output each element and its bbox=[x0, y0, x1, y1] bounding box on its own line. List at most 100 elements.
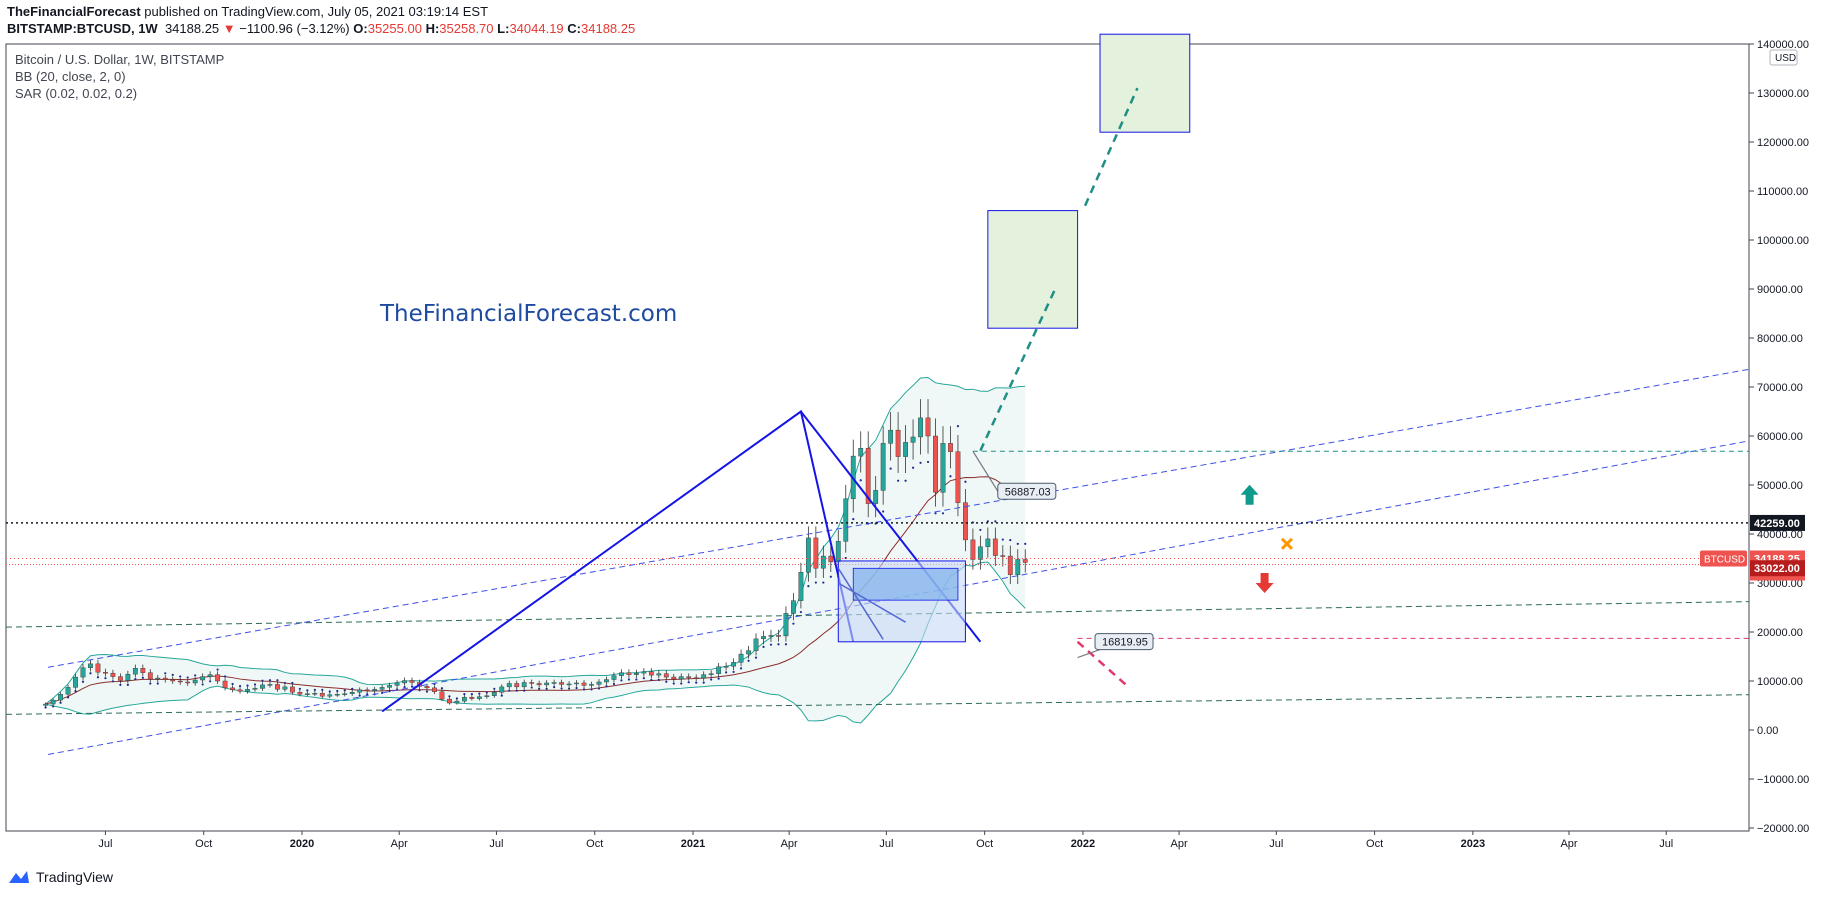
candle[interactable] bbox=[282, 684, 288, 692]
candle[interactable] bbox=[663, 670, 669, 681]
candle[interactable] bbox=[215, 671, 221, 684]
candle[interactable] bbox=[222, 678, 228, 691]
candle[interactable] bbox=[843, 484, 849, 553]
candle[interactable] bbox=[342, 691, 348, 697]
candle[interactable] bbox=[200, 673, 206, 684]
candle[interactable] bbox=[619, 669, 624, 679]
candle[interactable] bbox=[162, 674, 168, 683]
candle[interactable] bbox=[948, 426, 953, 469]
candle[interactable] bbox=[813, 526, 819, 579]
callout-16819[interactable]: 16819.95 bbox=[1077, 633, 1154, 659]
candle[interactable] bbox=[65, 684, 71, 697]
bullish-path-1[interactable] bbox=[979, 288, 1057, 452]
candle[interactable] bbox=[207, 671, 213, 680]
callout-56887[interactable]: 56887.03 bbox=[972, 450, 1057, 500]
tradingview-footer[interactable]: TradingView bbox=[7, 869, 113, 885]
candle[interactable] bbox=[110, 669, 116, 680]
candle[interactable] bbox=[432, 685, 437, 695]
candle[interactable] bbox=[678, 673, 684, 683]
candle[interactable] bbox=[805, 526, 811, 582]
candle[interactable] bbox=[327, 692, 333, 699]
candle[interactable] bbox=[454, 699, 460, 705]
candle[interactable] bbox=[402, 677, 407, 686]
candle[interactable] bbox=[319, 691, 325, 699]
candle[interactable] bbox=[491, 690, 497, 698]
candle[interactable] bbox=[776, 629, 781, 642]
candle[interactable] bbox=[357, 687, 363, 695]
candle[interactable] bbox=[1022, 549, 1028, 573]
candle[interactable] bbox=[80, 664, 86, 681]
candle[interactable] bbox=[985, 527, 991, 558]
cross-marker-icon[interactable] bbox=[1280, 537, 1294, 550]
candle[interactable] bbox=[708, 670, 714, 678]
candle[interactable] bbox=[529, 679, 535, 687]
candle[interactable] bbox=[858, 431, 864, 473]
candle[interactable] bbox=[379, 684, 385, 692]
candle[interactable] bbox=[551, 679, 557, 686]
candle[interactable] bbox=[753, 633, 759, 656]
candle[interactable] bbox=[566, 681, 572, 688]
candle[interactable] bbox=[514, 680, 520, 690]
candle[interactable] bbox=[910, 419, 916, 460]
candle[interactable] bbox=[476, 694, 482, 701]
candle[interactable] bbox=[596, 679, 602, 688]
candle[interactable] bbox=[918, 399, 923, 455]
candle[interactable] bbox=[656, 670, 662, 679]
candle[interactable] bbox=[132, 664, 138, 678]
candle[interactable] bbox=[604, 676, 609, 685]
candle[interactable] bbox=[312, 691, 318, 696]
candle[interactable] bbox=[671, 673, 677, 683]
candle[interactable] bbox=[140, 664, 146, 677]
horizontal-trend-line-2[interactable] bbox=[5, 694, 1750, 715]
candle[interactable] bbox=[723, 662, 729, 671]
bullish-path-2[interactable] bbox=[1083, 87, 1139, 207]
candle[interactable] bbox=[125, 670, 131, 684]
candle[interactable] bbox=[230, 685, 235, 693]
candle[interactable] bbox=[820, 545, 826, 579]
candle[interactable] bbox=[521, 679, 527, 690]
candle[interactable] bbox=[903, 425, 908, 473]
candle[interactable] bbox=[484, 693, 490, 699]
candle[interactable] bbox=[499, 684, 505, 695]
candle[interactable] bbox=[95, 659, 101, 676]
candle[interactable] bbox=[963, 488, 968, 552]
candle[interactable] bbox=[783, 606, 789, 642]
candle[interactable] bbox=[275, 681, 280, 692]
candle[interactable] bbox=[245, 686, 250, 694]
candle[interactable] bbox=[559, 679, 564, 688]
candle[interactable] bbox=[43, 702, 49, 707]
candle[interactable] bbox=[192, 677, 198, 686]
projection-arrow-2[interactable] bbox=[837, 582, 906, 623]
candle[interactable] bbox=[177, 678, 183, 685]
candle[interactable] bbox=[349, 690, 355, 696]
candle[interactable] bbox=[611, 672, 617, 683]
bb-indicator-label[interactable]: BB (20, close, 2, 0) bbox=[15, 69, 126, 84]
candle[interactable] bbox=[992, 527, 998, 567]
candle[interactable] bbox=[574, 680, 579, 687]
candle[interactable] bbox=[260, 682, 265, 691]
candle[interactable] bbox=[461, 695, 467, 703]
candle[interactable] bbox=[409, 677, 415, 686]
candle[interactable] bbox=[633, 669, 639, 678]
candle[interactable] bbox=[648, 668, 654, 679]
candle[interactable] bbox=[1015, 549, 1021, 584]
candle[interactable] bbox=[88, 659, 93, 672]
candle[interactable] bbox=[58, 692, 63, 702]
candle[interactable] bbox=[170, 676, 176, 684]
candle[interactable] bbox=[237, 687, 243, 694]
candle[interactable] bbox=[50, 698, 56, 706]
candle[interactable] bbox=[544, 680, 550, 688]
candle[interactable] bbox=[372, 686, 378, 694]
candle[interactable] bbox=[506, 680, 512, 690]
candle[interactable] bbox=[103, 668, 108, 677]
candle[interactable] bbox=[447, 697, 452, 705]
candle[interactable] bbox=[439, 689, 445, 701]
price-axis[interactable]: 140000.00 130000.00 120000.00 110000.00 1000… bbox=[1748, 39, 1809, 835]
candle[interactable] bbox=[798, 562, 804, 609]
candle[interactable] bbox=[791, 592, 796, 621]
candle[interactable] bbox=[768, 629, 774, 643]
candle[interactable] bbox=[761, 630, 766, 645]
candle[interactable] bbox=[589, 681, 594, 689]
candle[interactable] bbox=[925, 399, 931, 454]
